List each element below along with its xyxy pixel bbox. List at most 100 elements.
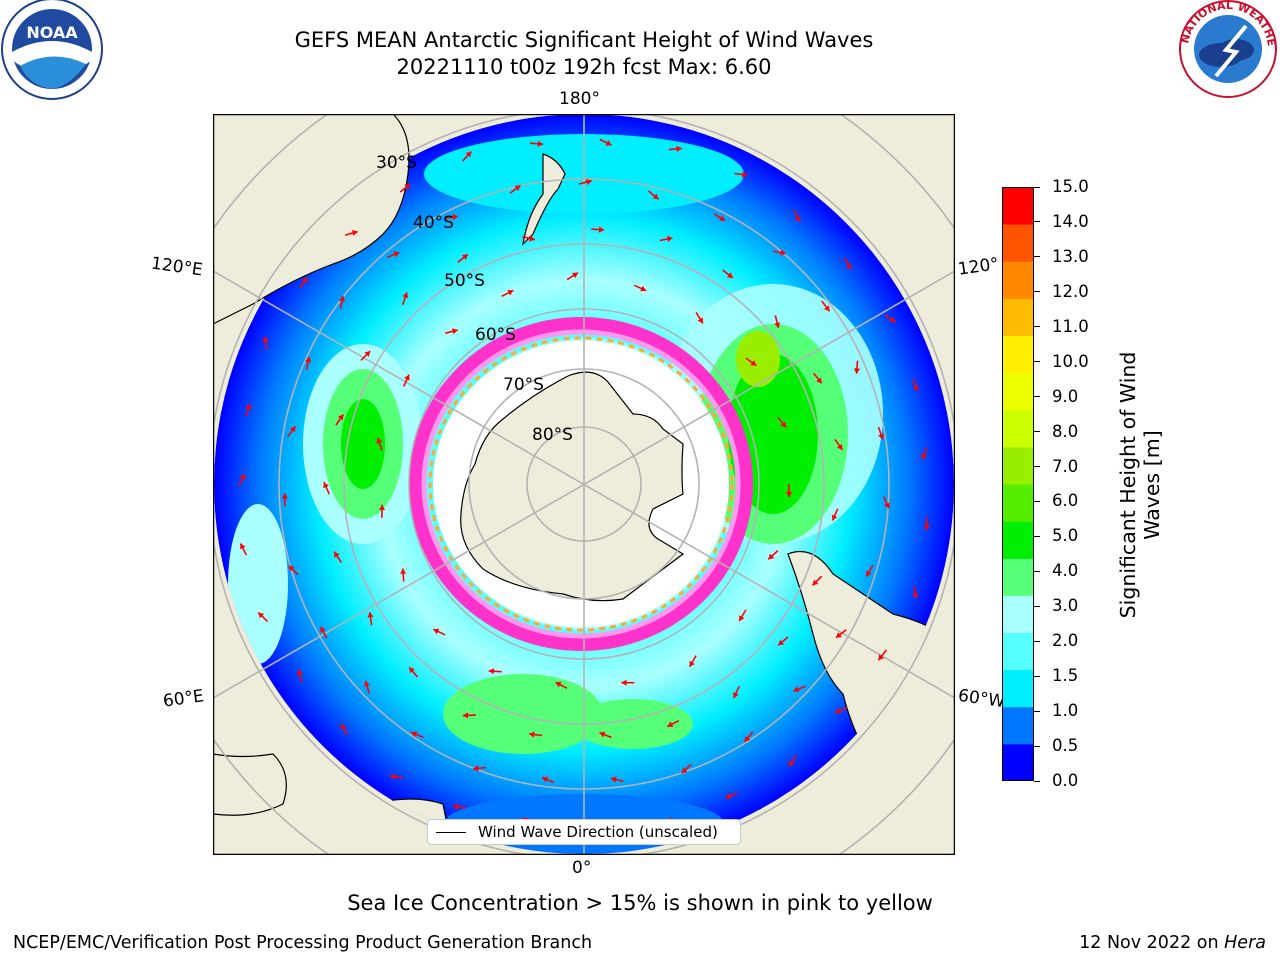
antarctica (460, 371, 685, 602)
colorbar-tick (1034, 535, 1040, 537)
wind-wave-arrowhead (912, 385, 919, 392)
wind-wave-arrowhead (744, 735, 751, 742)
wind-wave-arrowhead (697, 317, 703, 324)
colorbar-tick (1034, 745, 1040, 747)
wind-wave-arrowhead (400, 568, 407, 574)
colorbar-frame (1002, 187, 1034, 781)
wind-wave-arrowhead (585, 179, 592, 185)
date-text: 12 Nov 2022 on Hera (1079, 933, 1266, 953)
wind-wave-arrowhead (452, 803, 459, 810)
wind-wave-arrowhead (835, 707, 841, 714)
wind-wave-arrowhead (542, 776, 548, 783)
wind-wave-arrowhead (719, 215, 726, 221)
lat-label-60s: 60°S (475, 325, 516, 345)
wind-wave-arrowhead (367, 612, 374, 618)
lat-label-70s: 70°S (503, 375, 544, 395)
wind-wave-arrowhead (323, 482, 329, 489)
colorbar-tick (1034, 396, 1040, 398)
wind-wave-arrowhead (296, 669, 303, 676)
wind-wave-arrowhead (836, 632, 842, 638)
lon-label-120e: 120°E (149, 253, 204, 281)
wind-wave-arrowhead (599, 731, 606, 738)
colorbar-segment (1002, 409, 1034, 448)
lon-label-60w: 60°W (956, 685, 1007, 713)
wind-wave-arrowhead (780, 421, 787, 428)
colorbar-tick (1034, 186, 1040, 188)
wind-wave-arrowhead (379, 504, 386, 510)
colorbar-tick-label: 4.0 (1052, 561, 1079, 581)
colorbar-segment (1002, 632, 1034, 671)
wind-wave-arrowhead (334, 551, 340, 558)
wind-wave-arrowhead (921, 453, 927, 460)
colorbar-tick (1034, 640, 1040, 642)
wind-wave-arrowhead (912, 592, 919, 599)
colorbar-tick-label: 3.0 (1052, 596, 1079, 616)
wind-wave-arrowhead (288, 565, 295, 572)
wind-wave-arrowhead (812, 579, 819, 586)
colorbar-tick-label: 2.0 (1052, 631, 1079, 651)
wind-wave-arrowhead (726, 272, 733, 278)
colorbar-segment (1002, 335, 1034, 374)
wind-wave-arrowhead (462, 712, 469, 719)
colorbar-segment (1002, 521, 1034, 559)
wind-wave-arrowhead (621, 679, 627, 686)
map-area (133, 33, 1035, 935)
wind-wave-arrowhead (780, 249, 786, 256)
noaa-logo-text: NOAA (26, 23, 78, 42)
colorbar-tick (1034, 780, 1040, 782)
wind-wave-arrowhead (824, 305, 830, 312)
wind-wave-arrowhead (320, 626, 326, 633)
colorbar-tick (1034, 710, 1040, 712)
wind-wave-arrowhead (816, 377, 822, 384)
credit-text: NCEP/EMC/Verification Post Processing Pr… (13, 933, 593, 953)
wind-wave-arrowhead (262, 336, 269, 342)
colorbar-tick-label: 12.0 (1052, 281, 1089, 301)
wind-wave-arrowhead (866, 570, 872, 577)
new-zealand (522, 153, 566, 246)
wind-wave-arrowhead (404, 374, 410, 381)
wind-wave-arrowhead (785, 491, 793, 497)
wind-wave-arrowhead (409, 667, 415, 674)
colorbar-tick-label: 0.5 (1052, 736, 1079, 756)
colorbar-segment (1002, 743, 1034, 782)
wind-wave-arrowhead (555, 681, 562, 688)
date-host: Hera (1224, 933, 1266, 953)
wind-wave-arrowhead (572, 272, 578, 279)
lon-label-180: 180° (559, 89, 600, 109)
colorbar-tick-label: 1.0 (1052, 701, 1079, 721)
lat-label-30s: 30°S (376, 153, 417, 173)
wind-wave-arrowhead (733, 692, 739, 699)
wind-wave-arrowhead (836, 444, 843, 450)
colorbar-title-line-1: Significant Height of Wind (1116, 351, 1140, 619)
colorbar-tick (1034, 291, 1040, 293)
wind-wave-arrowhead (676, 145, 682, 152)
wind-wave-arrowhead (390, 773, 396, 780)
wind-wave-arrowhead (667, 721, 674, 727)
colorbar-title-line-2: Waves [m] (1140, 430, 1164, 540)
legend-label: Wind Wave Direction (unscaled) (478, 823, 718, 841)
colorbar-tick (1034, 605, 1040, 607)
wind-wave-arrowhead (239, 473, 246, 480)
wind-wave-arrowhead (281, 493, 288, 499)
colorbar-tick (1034, 570, 1040, 572)
wind-wave-arrowhead (878, 433, 884, 440)
wind-wave-arrowhead (351, 230, 358, 236)
colorbar-segment (1002, 669, 1034, 708)
wind-wave-arrowhead (411, 731, 418, 738)
wind-wave-arrowhead (376, 437, 383, 444)
lon-label-60e: 60°E (161, 686, 206, 712)
noaa-logo: NOAA (0, 0, 104, 100)
wind-wave-arrowhead (340, 723, 347, 730)
australia (212, 113, 410, 325)
date-prefix: 12 Nov 2022 on (1079, 933, 1225, 953)
colorbar-segment (1002, 706, 1034, 745)
colorbar-tick (1034, 431, 1040, 433)
colorbar-tick (1034, 466, 1040, 468)
wind-wave-arrowhead (831, 514, 838, 521)
lon-label-0: 0° (572, 858, 592, 878)
lat-label-50s: 50°S (444, 271, 485, 291)
wind-wave-arrowhead (473, 765, 479, 772)
colorbar-tick-label: 15.0 (1052, 177, 1089, 196)
map-legend: Wind Wave Direction (unscaled) (427, 819, 741, 845)
wind-wave-arrowhead (739, 615, 745, 622)
